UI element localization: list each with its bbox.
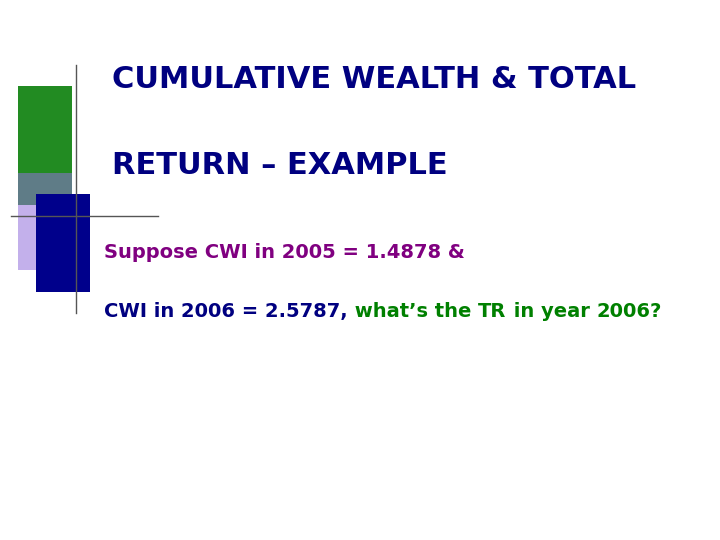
Text: what’s the: what’s the xyxy=(348,302,478,321)
Text: RETURN – EXAMPLE: RETURN – EXAMPLE xyxy=(112,151,447,180)
Text: TR: TR xyxy=(478,302,507,321)
Text: 2006?: 2006? xyxy=(596,302,662,321)
Text: in year: in year xyxy=(507,302,596,321)
Text: CUMULATIVE WEALTH & TOTAL: CUMULATIVE WEALTH & TOTAL xyxy=(112,65,636,94)
Text: CWI in 2006 = 2.5787,: CWI in 2006 = 2.5787, xyxy=(104,302,348,321)
Text: Suppose CWI in 2005 = 1.4878 &: Suppose CWI in 2005 = 1.4878 & xyxy=(104,243,465,262)
